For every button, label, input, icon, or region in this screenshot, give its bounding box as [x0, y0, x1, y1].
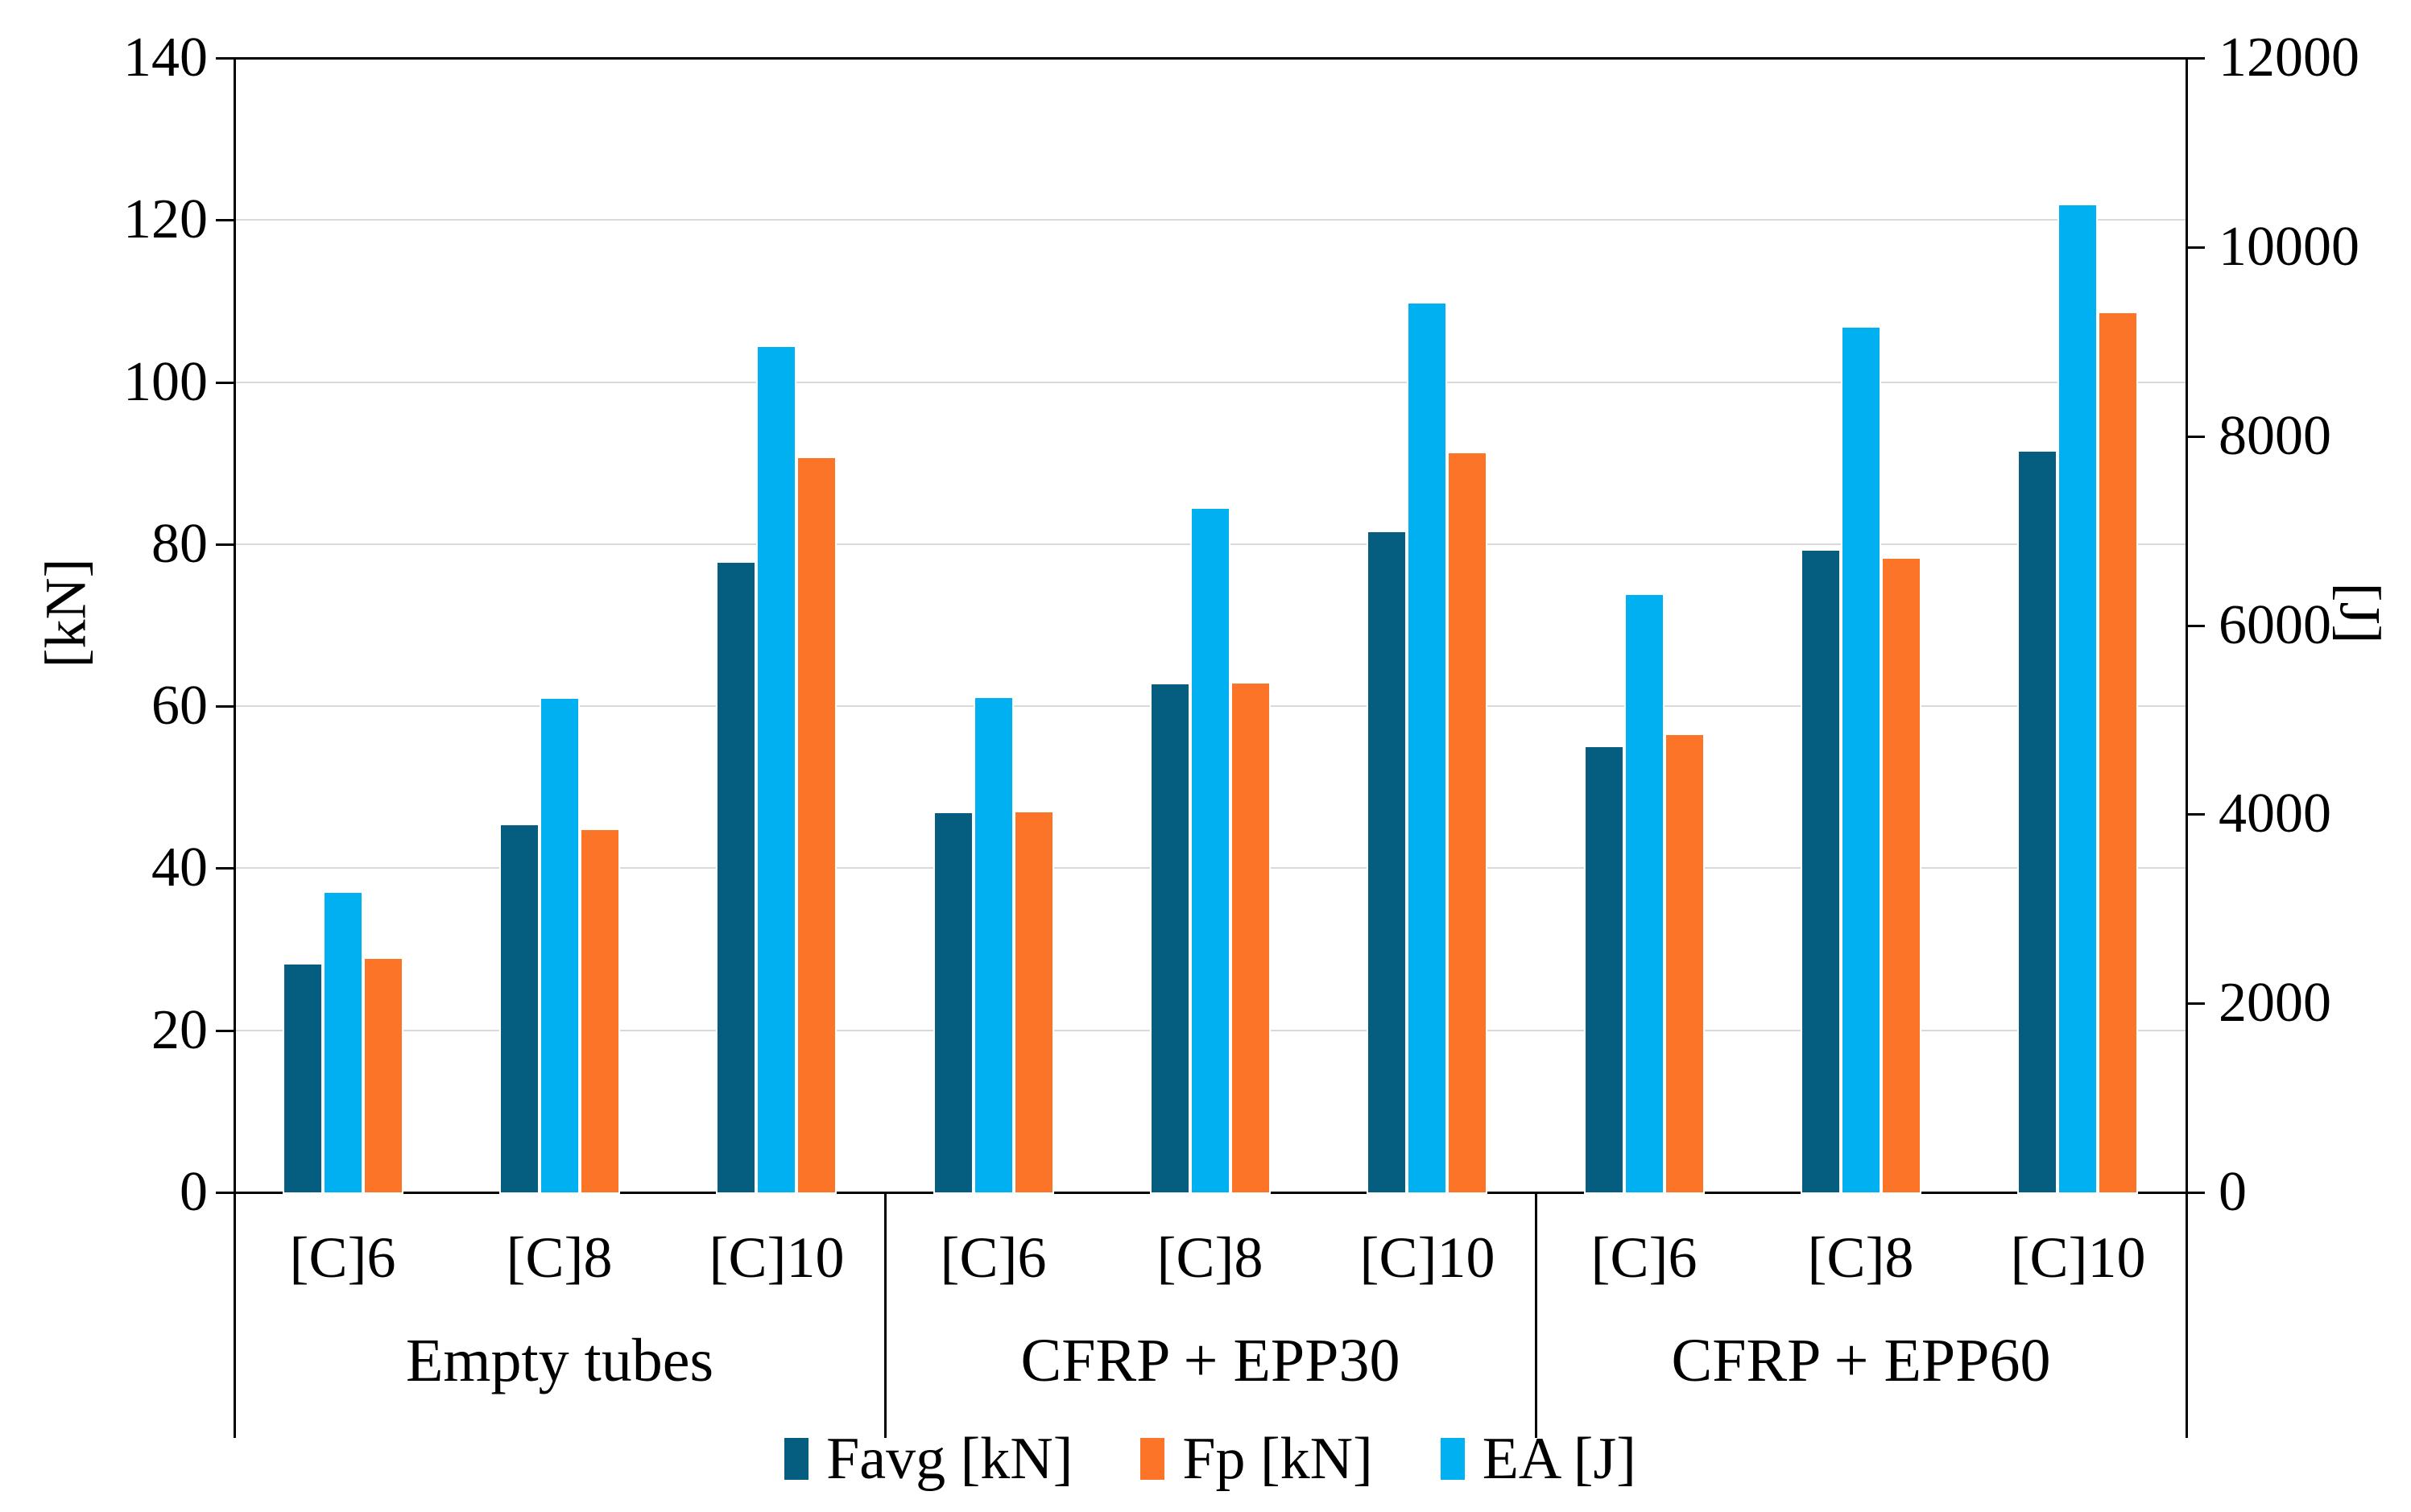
right-axis-tick-2000: [2186, 1002, 2205, 1006]
left-axis-tick-label-20: 20: [151, 998, 208, 1061]
bar-fp-[C]6-group2: [1014, 811, 1054, 1194]
left-axis-tick-20: [216, 1029, 234, 1032]
left-axis-tick-label-40: 40: [151, 837, 208, 899]
bar-ea-[C]8-group1: [540, 697, 580, 1194]
legend-label-favg: Favg [kN]: [826, 1425, 1073, 1492]
category-label-[C]8-group1: [C]8: [506, 1225, 613, 1290]
right-axis-tick-label-4000: 4000: [2219, 783, 2331, 845]
left-axis-tick-label-120: 120: [123, 188, 208, 251]
bar-fp-[C]10-group2: [1447, 452, 1487, 1194]
category-label-[C]6-group1: [C]6: [289, 1225, 396, 1290]
left-axis-tick-40: [216, 867, 234, 870]
bar-ea-[C]6-group1: [323, 891, 363, 1194]
bar-ea-[C]8-group3: [1841, 326, 1881, 1194]
right-axis-tick-label-0: 0: [2219, 1161, 2247, 1223]
bar-fp-[C]8-group3: [1881, 557, 1921, 1194]
bar-favg-[C]10-group2: [1367, 531, 1407, 1194]
right-axis-tick-8000: [2186, 435, 2205, 438]
bar-favg-[C]10-group1: [716, 561, 756, 1194]
right-axis-tick-label-6000: 6000: [2219, 593, 2331, 656]
legend-label-ea: EA [J]: [1482, 1425, 1636, 1492]
bar-ea-[C]6-group2: [974, 696, 1014, 1194]
bar-fp-[C]10-group3: [2098, 312, 2138, 1194]
right-axis-tick-4000: [2186, 813, 2205, 816]
left-axis-tick-label-80: 80: [151, 512, 208, 575]
left-axis-tick-0: [216, 1192, 234, 1194]
category-label-[C]8-group2: [C]8: [1156, 1225, 1263, 1290]
bar-ea-[C]8-group2: [1190, 507, 1230, 1194]
gridline-100: [234, 381, 2186, 383]
left-axis-tick-120: [216, 219, 234, 222]
category-label-[C]10-group2: [C]10: [1359, 1225, 1495, 1290]
category-divider-1: [884, 1192, 887, 1438]
bar-favg-[C]8-group2: [1150, 683, 1190, 1194]
bar-fp-[C]6-group3: [1665, 733, 1705, 1194]
category-label-[C]8-group3: [C]8: [1807, 1225, 1914, 1290]
group-label-1: Empty tubes: [405, 1327, 714, 1394]
group-label-2: CFRP + EPP30: [1020, 1327, 1400, 1394]
left-axis-tick-80: [216, 543, 234, 546]
bar-ea-[C]10-group1: [756, 345, 796, 1194]
category-divider-0: [234, 1192, 236, 1438]
bar-favg-[C]8-group3: [1801, 549, 1841, 1194]
left-axis-tick-60: [216, 705, 234, 708]
category-divider-3: [2186, 1192, 2188, 1438]
right-axis-tick-label-2000: 2000: [2219, 972, 2331, 1035]
plot-top-border: [234, 57, 2186, 60]
right-axis-tick-label-8000: 8000: [2219, 404, 2331, 467]
legend-item-favg: Favg [kN]: [784, 1425, 1073, 1493]
left-axis-tick-label-60: 60: [151, 675, 208, 737]
bar-favg-[C]8-group1: [499, 824, 540, 1194]
bar-favg-[C]10-group3: [2017, 450, 2057, 1194]
group-label-3: CFRP + EPP60: [1671, 1327, 2051, 1394]
bar-fp-[C]6-group1: [363, 957, 403, 1194]
right-axis-tick-label-10000: 10000: [2219, 215, 2359, 278]
left-axis-line: [234, 57, 236, 1194]
right-axis-tick-10000: [2186, 246, 2205, 249]
right-axis-tick-0: [2186, 1192, 2205, 1194]
right-axis-tick-6000: [2186, 624, 2205, 627]
bar-fp-[C]10-group1: [796, 456, 837, 1194]
right-axis-tick-12000: [2186, 57, 2205, 60]
category-label-[C]10-group3: [C]10: [2010, 1225, 2146, 1290]
category-label-[C]6-group3: [C]6: [1590, 1225, 1698, 1290]
legend-marker-ea: [1440, 1438, 1465, 1480]
left-axis-tick-label-140: 140: [123, 27, 208, 89]
legend-item-ea: EA [J]: [1440, 1425, 1636, 1493]
left-axis-tick-100: [216, 381, 234, 384]
bar-fp-[C]8-group2: [1230, 682, 1271, 1194]
bar-ea-[C]10-group2: [1407, 302, 1447, 1194]
left-axis-tick-label-0: 0: [180, 1161, 208, 1223]
right-axis-tick-label-12000: 12000: [2219, 27, 2359, 89]
x-axis-baseline: [234, 1192, 2186, 1194]
left-axis-tick-140: [216, 57, 234, 60]
bar-favg-[C]6-group2: [933, 812, 974, 1194]
legend-marker-favg: [784, 1438, 809, 1480]
category-divider-2: [1535, 1192, 1537, 1438]
bar-fp-[C]8-group1: [580, 828, 620, 1194]
gridline-120: [234, 219, 2186, 221]
bar-favg-[C]6-group1: [283, 963, 323, 1194]
bar-ea-[C]6-group3: [1624, 593, 1665, 1194]
legend-item-fp: Fp [kN]: [1140, 1425, 1373, 1493]
bar-favg-[C]6-group3: [1584, 746, 1624, 1194]
category-label-[C]10-group1: [C]10: [709, 1225, 845, 1290]
legend-marker-fp: [1140, 1438, 1165, 1480]
category-label-[C]6-group2: [C]6: [940, 1225, 1047, 1290]
bar-ea-[C]10-group3: [2057, 204, 2098, 1194]
left-axis-tick-label-100: 100: [123, 350, 208, 413]
legend-label-fp: Fp [kN]: [1182, 1425, 1373, 1492]
legend: Favg [kN] Fp [kN] EA [J]: [234, 1419, 2186, 1499]
